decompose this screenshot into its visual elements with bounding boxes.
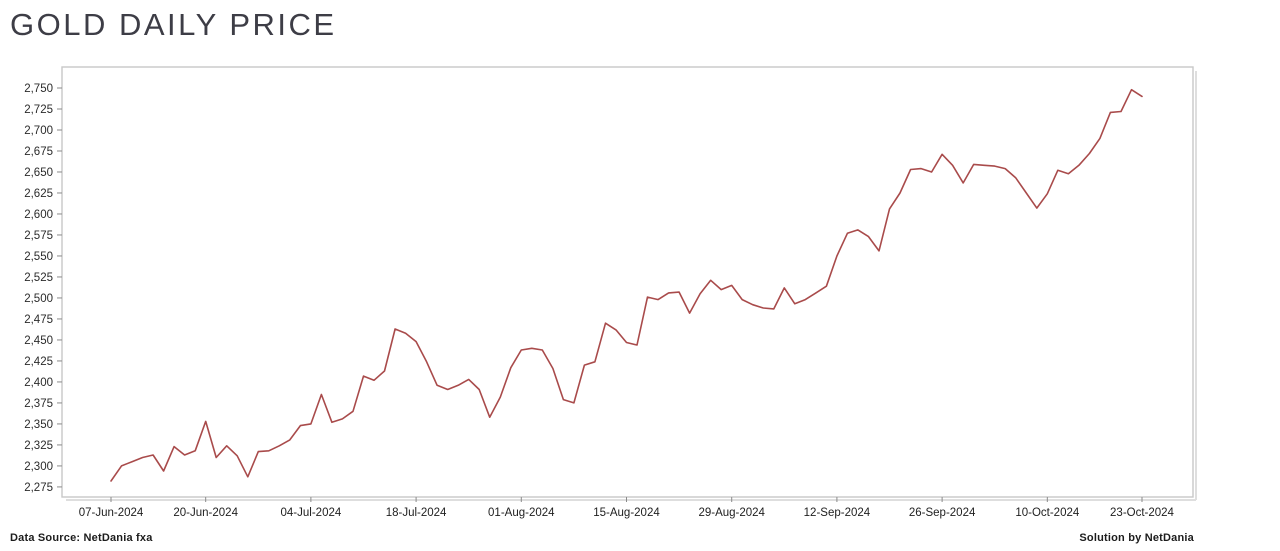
y-axis-label: 2,600 — [24, 209, 53, 221]
x-axis-label: 23-Oct-2024 — [1110, 507, 1175, 519]
x-axis-label: 18-Jul-2024 — [386, 507, 447, 519]
y-axis-label: 2,275 — [24, 482, 53, 494]
y-axis-label: 2,625 — [24, 188, 53, 200]
x-axis-label: 15-Aug-2024 — [593, 507, 660, 519]
y-axis-label: 2,400 — [24, 377, 53, 389]
y-axis-label: 2,725 — [24, 104, 53, 116]
x-axis-label: 12-Sep-2024 — [804, 507, 871, 519]
x-axis-label: 26-Sep-2024 — [909, 507, 976, 519]
y-axis-label: 2,750 — [24, 83, 53, 95]
price-line — [110, 88, 1143, 482]
x-axis-label: 01-Aug-2024 — [488, 507, 555, 519]
page-title: GOLD DAILY PRICE — [10, 7, 337, 42]
y-axis-label: 2,700 — [24, 125, 53, 137]
y-axis-label: 2,325 — [24, 440, 53, 452]
y-axis-label: 2,350 — [24, 419, 53, 431]
y-axis-label: 2,375 — [24, 398, 53, 410]
y-axis-label: 2,450 — [24, 335, 53, 347]
plot-frame — [61, 66, 1194, 498]
x-axis-label: 10-Oct-2024 — [1015, 507, 1080, 519]
y-axis-label: 2,300 — [24, 461, 53, 473]
solution-by-label: Solution by NetDania — [1079, 532, 1194, 544]
y-axis-label: 2,550 — [24, 251, 53, 263]
x-axis-label: 20-Jun-2024 — [173, 507, 238, 519]
y-axis-label: 2,500 — [24, 293, 53, 305]
y-axis-label: 2,650 — [24, 167, 53, 179]
data-source-label: Data Source: NetDania fxa — [10, 532, 153, 544]
y-axis-label: 2,575 — [24, 230, 53, 242]
x-axis-label: 04-Jul-2024 — [281, 507, 342, 519]
x-axis-label: 07-Jun-2024 — [79, 507, 144, 519]
y-axis-label: 2,525 — [24, 272, 53, 284]
y-axis-label: 2,475 — [24, 314, 53, 326]
x-axis-label: 29-Aug-2024 — [698, 507, 765, 519]
y-axis-label: 2,675 — [24, 146, 53, 158]
y-axis-label: 2,425 — [24, 356, 53, 368]
